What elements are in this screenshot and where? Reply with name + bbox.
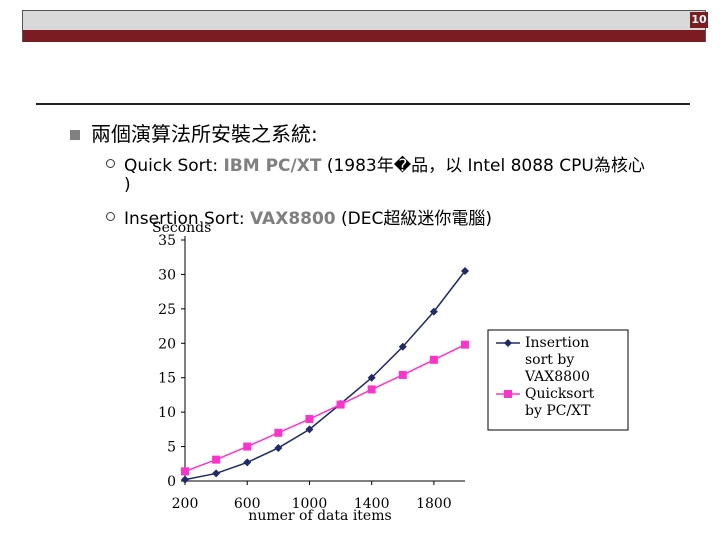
insertion-point-diamond [429, 307, 438, 316]
insertion-point-diamond [461, 266, 469, 275]
insertion-point-diamond [181, 475, 189, 484]
quicksort-point-square [181, 467, 189, 476]
quicksort-point-square [461, 340, 469, 349]
legend-box [487, 329, 629, 431]
quicksort-point-square [429, 355, 438, 364]
sub-bullet-suffix: (1983年�品，以 Intel 8088 CPU為核心 [321, 156, 645, 176]
header-bar-dark [23, 30, 705, 42]
chart-series-marks [181, 266, 469, 484]
quicksort-point-square [398, 370, 407, 379]
sub-bullet-continuation: ) [124, 175, 131, 195]
header-bar-light [23, 11, 705, 30]
legend-label: by PC/XT [525, 403, 591, 419]
series-line-diamond [184, 270, 466, 481]
y-tick-label: 0 [167, 474, 176, 490]
sub-bullet-prefix: Insertion Sort: [124, 209, 251, 229]
x-tick-label: 600 [234, 496, 261, 512]
chart-axes: 0 5 10 15 20 25 30 35 200 600 1000 1400 1800 [158, 233, 465, 512]
bullet-square-icon [70, 130, 80, 140]
y-tick-label: 10 [158, 405, 176, 421]
system-highlight-vax: VAX8800 [250, 209, 336, 229]
x-tick-label: 1400 [354, 496, 390, 512]
chart-series-lines [184, 270, 466, 481]
quicksort-point-square [212, 455, 221, 464]
x-tick-label: 1800 [416, 496, 452, 512]
y-tick-label: 30 [158, 267, 176, 283]
legend-marker-diamond [504, 339, 512, 347]
sub-bullet-quicksort: Quick Sort: IBM PC/XT (1983年�品，以 Intel 8… [124, 151, 645, 176]
main-bullet-text: 兩個演算法所安裝之系統: [91, 122, 318, 146]
series-line-square [184, 343, 466, 473]
y-tick-label: 15 [158, 371, 176, 387]
insertion-point-diamond [243, 458, 252, 467]
insertion-point-diamond [212, 469, 221, 478]
quicksort-point-square [305, 415, 314, 424]
y-tick-label: 35 [158, 233, 176, 249]
quicksort-point-square [274, 428, 283, 437]
sub-bullet-suffix: (DEC超級迷你電腦) [335, 209, 493, 229]
system-highlight-ibm: IBM PC/XT [223, 156, 322, 176]
legend-label: sort by [525, 352, 574, 368]
quicksort-point-square [367, 385, 376, 394]
sub-bullet-circle-icon [106, 212, 115, 221]
insertion-point-diamond [305, 425, 314, 434]
insertion-point-diamond [398, 342, 407, 351]
y-axis-label: Seconds [152, 220, 211, 236]
legend-label: VAX8800 [524, 369, 590, 385]
header-bar [22, 10, 706, 42]
legend-label: Insertion [525, 335, 589, 351]
sub-bullet-prefix: Quick Sort: [124, 156, 224, 176]
sort-time-chart: Seconds 0 5 10 15 20 25 30 35 200 600 1000 1400 1800… [152, 220, 629, 524]
y-tick-label: 20 [158, 336, 176, 352]
sub-bullet-insertion: Insertion Sort: VAX8800 (DEC超級迷你電腦) [124, 204, 492, 229]
x-axis-label: numer of data items [248, 508, 391, 524]
page-number: 10 [690, 12, 708, 28]
legend-marker-square [504, 390, 512, 398]
x-tick-label: 200 [172, 496, 199, 512]
quicksort-point-square [243, 442, 252, 451]
sub-bullet-circle-icon [106, 159, 115, 168]
y-tick-label: 5 [167, 440, 176, 456]
insertion-point-diamond [367, 373, 376, 382]
quicksort-point-square [336, 400, 345, 409]
title-rule [36, 103, 690, 105]
x-tick-label: 1000 [292, 496, 328, 512]
insertion-point-diamond [274, 443, 283, 452]
legend-label: Quicksort [525, 386, 595, 402]
y-tick-label: 25 [158, 302, 176, 318]
